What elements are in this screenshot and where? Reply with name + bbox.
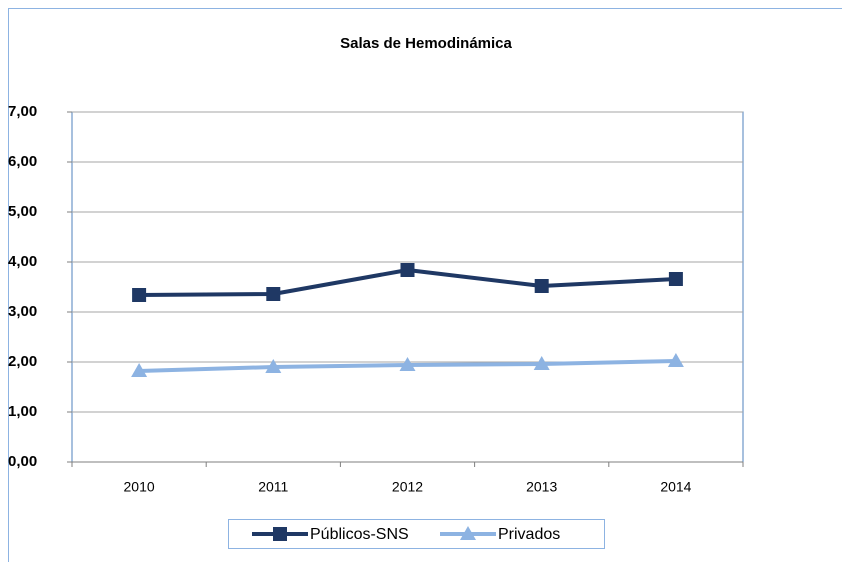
- x-tick-label: 2010: [124, 479, 155, 495]
- marker: [667, 353, 684, 367]
- chart-title: Salas de Hemodinámica: [340, 35, 512, 52]
- y-tick-label: 5,00: [8, 203, 37, 220]
- x-tick-label: 2014: [660, 479, 691, 495]
- x-tick-label: 2011: [258, 479, 288, 495]
- marker: [668, 272, 683, 286]
- y-tick-label: 3,00: [8, 303, 37, 320]
- marker: [265, 359, 282, 373]
- y-tick-label: 6,00: [8, 153, 37, 170]
- legend-marker: [273, 527, 287, 541]
- marker: [132, 288, 147, 302]
- y-tick-label: 0,00: [8, 453, 37, 470]
- marker: [131, 363, 148, 377]
- legend-marker: [460, 526, 476, 540]
- legend-label: Privados: [498, 526, 560, 543]
- marker: [534, 279, 549, 293]
- marker: [400, 263, 415, 277]
- y-tick-label: 1,00: [8, 403, 37, 420]
- y-tick-label: 4,00: [8, 253, 37, 270]
- marker: [533, 356, 550, 370]
- x-tick-label: 2013: [526, 479, 557, 495]
- y-tick-label: 2,00: [8, 353, 37, 370]
- x-tick-label: 2012: [392, 479, 423, 495]
- marker: [399, 357, 416, 371]
- y-tick-label: 7,00: [8, 103, 37, 120]
- marker: [266, 287, 281, 301]
- legend-label: Públicos-SNS: [310, 526, 409, 543]
